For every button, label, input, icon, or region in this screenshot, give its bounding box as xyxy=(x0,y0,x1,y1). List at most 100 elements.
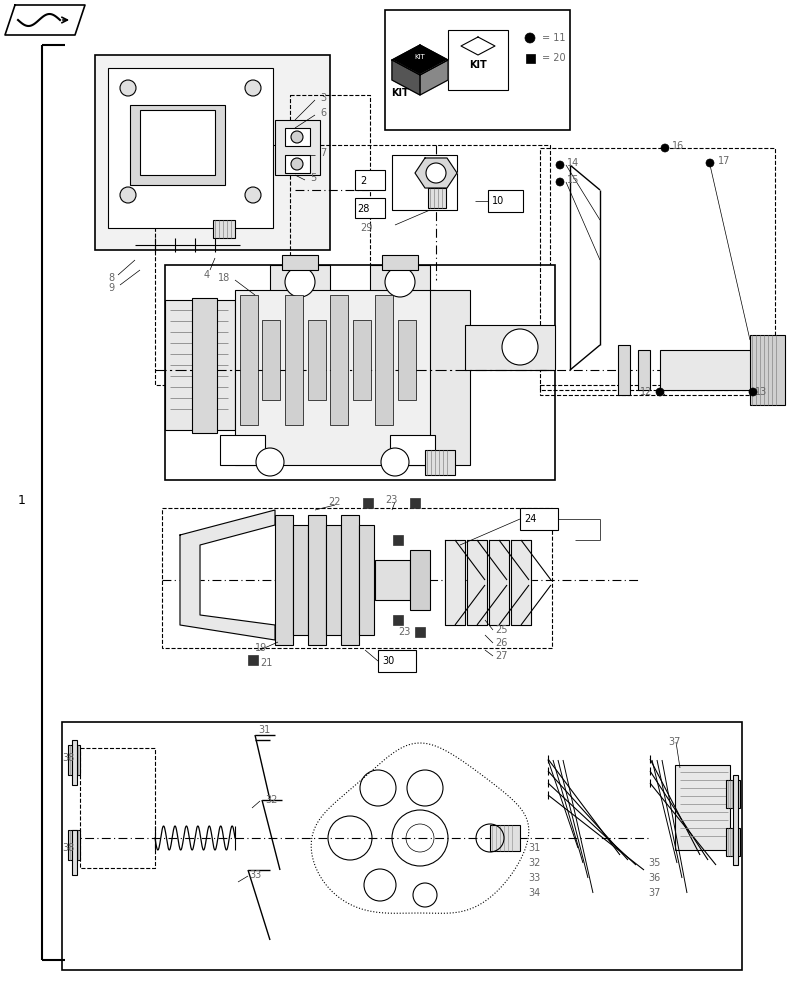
Bar xyxy=(262,320,280,400)
Bar xyxy=(248,655,258,665)
Bar xyxy=(398,320,416,400)
Bar xyxy=(488,190,523,212)
Bar xyxy=(285,128,310,146)
Text: 31: 31 xyxy=(528,843,541,853)
Bar xyxy=(192,298,217,433)
Polygon shape xyxy=(489,540,509,625)
Text: 37: 37 xyxy=(668,737,680,747)
Circle shape xyxy=(706,159,714,167)
Bar xyxy=(378,650,416,672)
Text: 24: 24 xyxy=(524,514,537,524)
Circle shape xyxy=(245,80,261,96)
Text: 9: 9 xyxy=(108,283,114,293)
Bar xyxy=(326,525,341,635)
Text: 21: 21 xyxy=(260,658,272,668)
Bar xyxy=(285,295,303,425)
Bar xyxy=(285,155,310,173)
Text: 3: 3 xyxy=(320,93,326,103)
Circle shape xyxy=(556,161,564,169)
Text: 35: 35 xyxy=(648,858,660,868)
Bar xyxy=(155,145,550,385)
Bar xyxy=(130,105,225,185)
Bar xyxy=(240,295,258,425)
Bar xyxy=(293,525,308,635)
Circle shape xyxy=(656,388,664,396)
Text: 8: 8 xyxy=(108,273,114,283)
Bar xyxy=(355,198,385,218)
Circle shape xyxy=(381,448,409,476)
Text: 2: 2 xyxy=(360,176,366,186)
Bar xyxy=(393,615,403,625)
Bar xyxy=(220,435,265,465)
Bar xyxy=(140,110,215,175)
Bar xyxy=(448,30,508,90)
Bar xyxy=(382,255,418,270)
Circle shape xyxy=(120,187,136,203)
Bar xyxy=(410,498,420,508)
Bar xyxy=(385,10,570,130)
Text: 12: 12 xyxy=(640,387,652,397)
Bar xyxy=(213,220,235,238)
Polygon shape xyxy=(420,60,448,95)
Circle shape xyxy=(385,267,415,297)
Circle shape xyxy=(426,163,446,183)
Text: 37: 37 xyxy=(648,888,660,898)
Bar xyxy=(618,345,630,395)
Circle shape xyxy=(291,158,303,170)
Bar xyxy=(165,300,235,430)
Circle shape xyxy=(661,144,669,152)
Text: 33: 33 xyxy=(249,870,261,880)
Bar xyxy=(490,825,520,851)
Text: 17: 17 xyxy=(718,156,730,166)
Text: 38: 38 xyxy=(62,753,74,763)
Text: 29: 29 xyxy=(360,223,372,233)
Text: KIT: KIT xyxy=(391,88,409,98)
Polygon shape xyxy=(180,510,275,640)
Text: 25: 25 xyxy=(495,625,507,635)
Text: KIT: KIT xyxy=(469,60,487,70)
Text: 5: 5 xyxy=(310,173,316,183)
Text: = 20: = 20 xyxy=(542,53,566,63)
Circle shape xyxy=(256,448,284,476)
Bar xyxy=(638,350,650,390)
Bar xyxy=(525,53,535,62)
Bar xyxy=(363,498,373,508)
Bar xyxy=(308,320,326,400)
Text: 36: 36 xyxy=(648,873,660,883)
Bar xyxy=(393,535,403,545)
Bar xyxy=(80,748,155,868)
Text: 7: 7 xyxy=(320,148,326,158)
Bar xyxy=(68,830,80,860)
Text: 34: 34 xyxy=(528,888,541,898)
Text: 23: 23 xyxy=(385,495,398,505)
Bar xyxy=(68,745,80,775)
Text: 27: 27 xyxy=(495,651,507,661)
Text: 6: 6 xyxy=(320,108,326,118)
Bar xyxy=(282,255,318,270)
Bar xyxy=(430,290,470,465)
Bar xyxy=(62,722,742,970)
Polygon shape xyxy=(511,540,531,625)
Bar xyxy=(108,68,273,228)
Bar xyxy=(428,188,446,208)
Text: 13: 13 xyxy=(755,387,768,397)
Bar xyxy=(370,265,430,300)
Bar xyxy=(392,155,457,210)
Bar xyxy=(275,515,293,645)
Text: 23: 23 xyxy=(398,627,410,637)
Bar xyxy=(726,828,740,856)
Circle shape xyxy=(285,267,315,297)
Polygon shape xyxy=(5,5,85,35)
Bar xyxy=(290,95,370,275)
Text: 10: 10 xyxy=(492,196,504,206)
Circle shape xyxy=(291,131,303,143)
Bar xyxy=(726,780,740,808)
Bar xyxy=(275,120,320,175)
Bar xyxy=(390,435,435,465)
Text: 30: 30 xyxy=(382,656,394,666)
Circle shape xyxy=(502,329,538,365)
Circle shape xyxy=(120,80,136,96)
Circle shape xyxy=(556,178,564,186)
Polygon shape xyxy=(392,60,420,95)
Bar xyxy=(162,508,552,648)
